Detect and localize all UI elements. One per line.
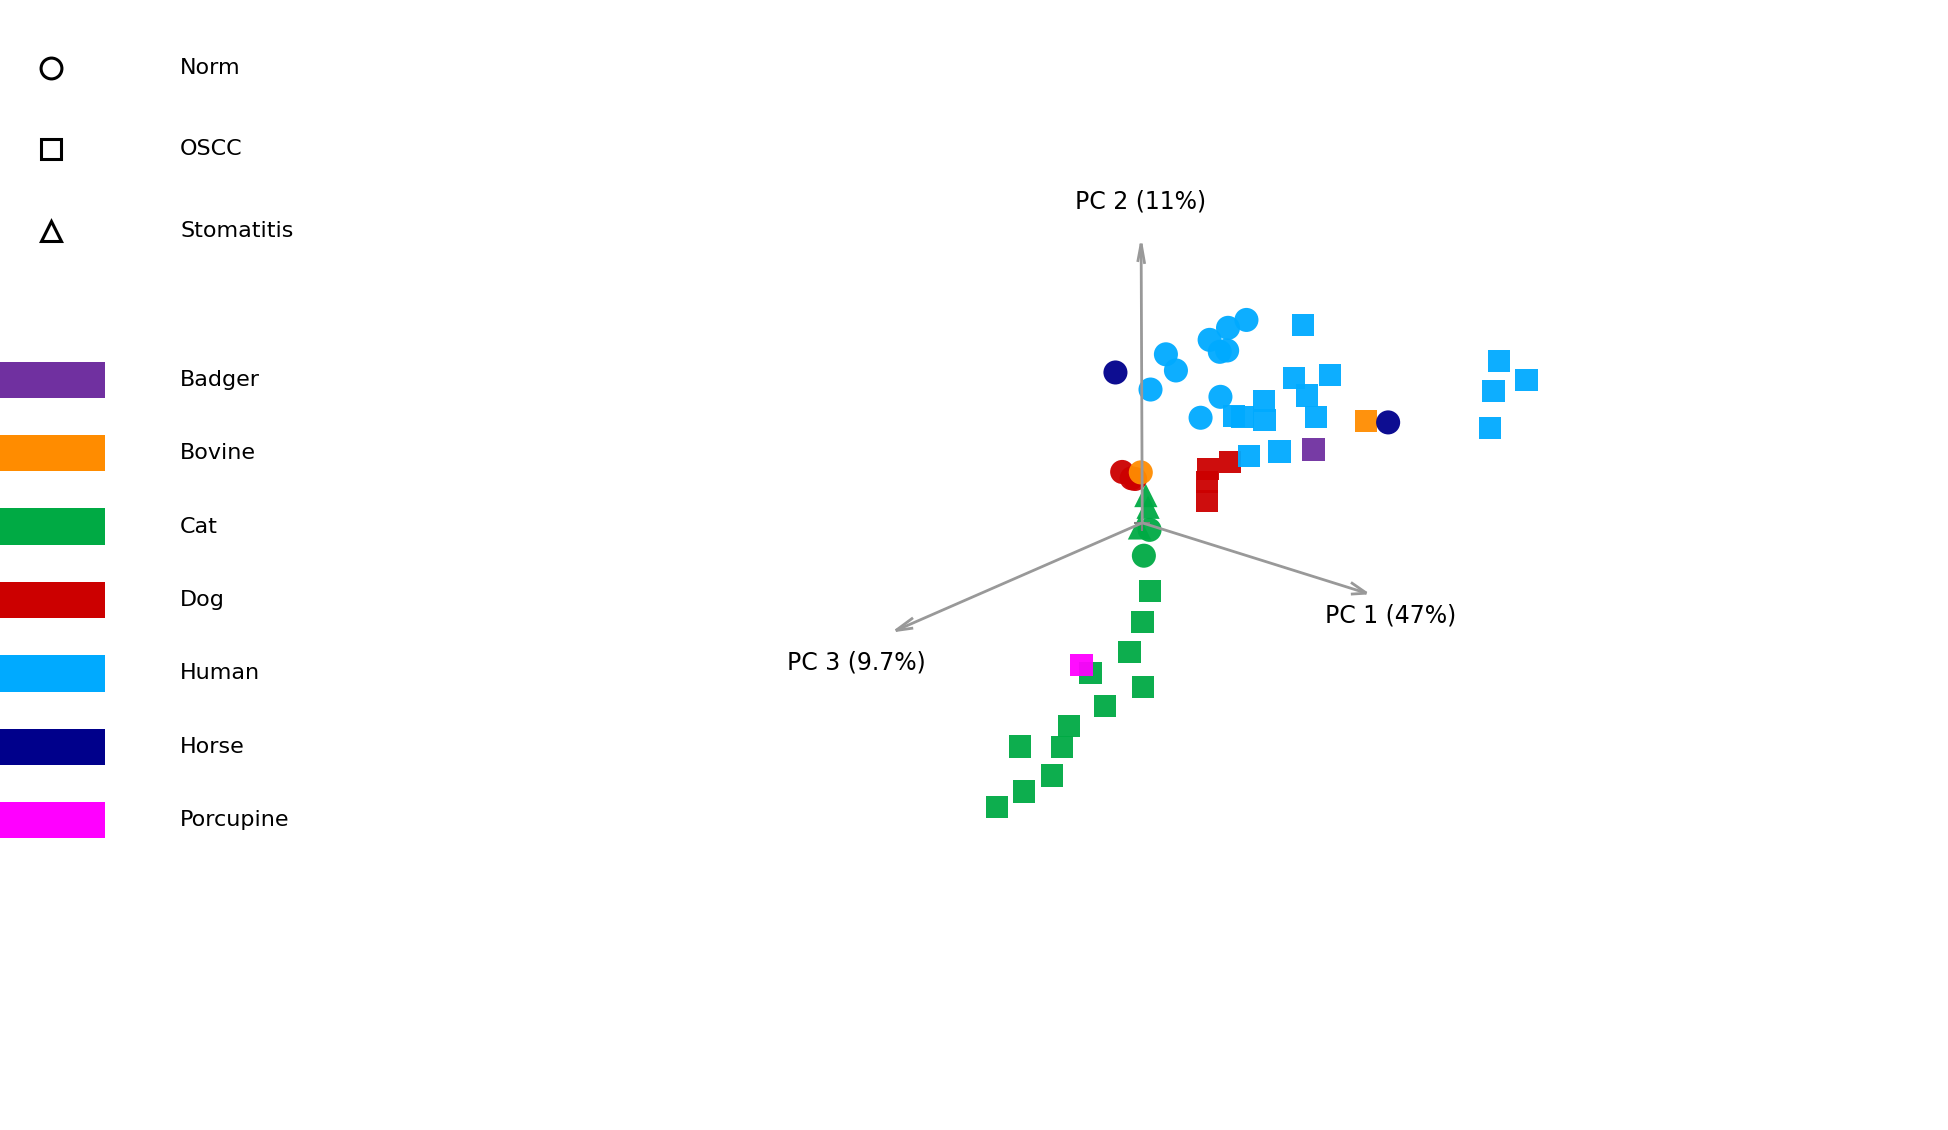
Text: OSCC: OSCC	[179, 139, 244, 159]
Text: Dog: Dog	[179, 590, 224, 610]
Text: Badger: Badger	[179, 370, 259, 390]
Text: Bovine: Bovine	[179, 443, 255, 463]
Bar	[0, 655, 105, 692]
Text: Stomatitis: Stomatitis	[179, 220, 294, 241]
Bar	[0, 435, 105, 471]
Bar	[0, 582, 105, 618]
Text: Norm: Norm	[179, 58, 242, 78]
Bar	[0, 802, 105, 838]
Text: Horse: Horse	[179, 737, 245, 757]
Text: Porcupine: Porcupine	[179, 810, 290, 831]
Bar	[0, 508, 105, 545]
Bar	[0, 362, 105, 398]
Text: Cat: Cat	[179, 516, 218, 537]
Text: Human: Human	[179, 663, 261, 684]
Bar	[0, 729, 105, 765]
